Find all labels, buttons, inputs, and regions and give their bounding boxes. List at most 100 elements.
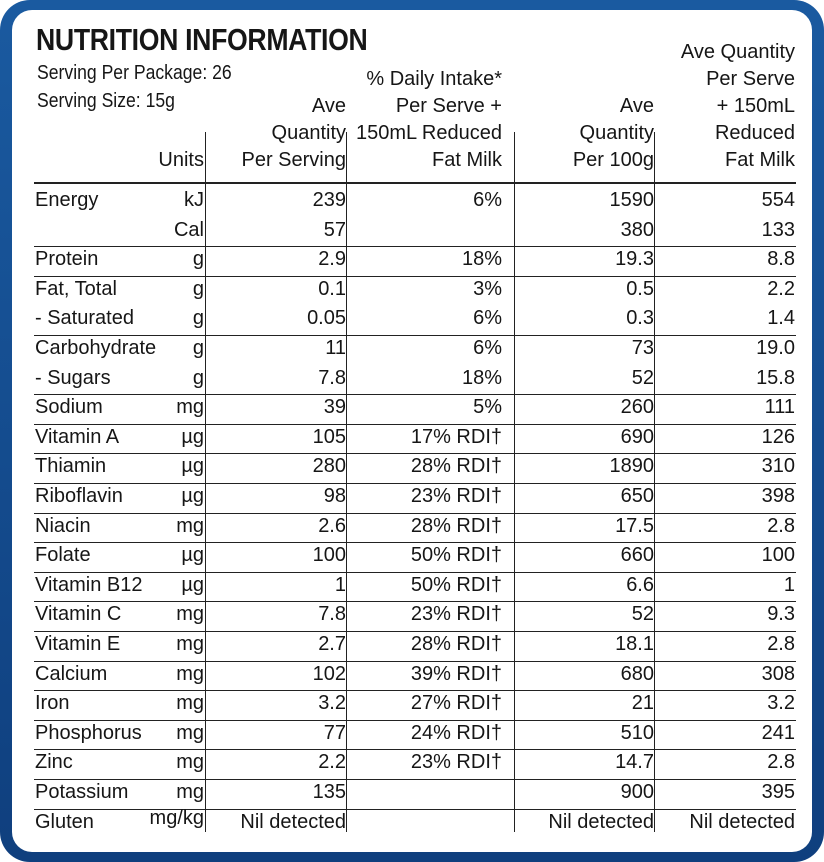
nutrient-unit: mg — [176, 603, 204, 626]
value-per-serving: 2.2 — [318, 751, 346, 774]
value-per-serving: 2.7 — [318, 633, 346, 655]
value-per-100g: 19.3 — [615, 248, 654, 271]
value-daily-intake: 39% RDI† — [410, 662, 502, 685]
nutrient-name: Gluten — [35, 810, 94, 833]
value-per-100g: 900 — [620, 781, 654, 803]
value-per-100g: 6.6 — [626, 573, 654, 596]
value-per-100g: 1590 — [609, 189, 655, 211]
column-divider — [346, 132, 347, 832]
value-with-milk: 15.8 — [756, 366, 795, 389]
nutrient-name: Carbohydrate — [35, 337, 157, 359]
nutrient-name: Niacin — [35, 514, 91, 537]
value-per-serving: 105 — [312, 425, 346, 448]
value-with-milk: 100 — [761, 544, 795, 567]
value-per-serving: 2.9 — [318, 248, 346, 271]
row-rule — [34, 542, 796, 544]
value-with-milk: 2.8 — [767, 751, 795, 774]
header-units: Units — [158, 149, 204, 171]
label-panel: NUTRITION INFORMATION Serving Per Packag… — [12, 10, 812, 852]
row-rule — [34, 808, 796, 810]
value-with-milk: 8.8 — [767, 248, 795, 271]
value-with-milk: 398 — [761, 485, 795, 507]
value-with-milk: 308 — [761, 662, 795, 685]
nutrient-unit: mg — [176, 514, 204, 537]
value-per-100g: 260 — [620, 396, 654, 419]
nutrient-unit: g — [192, 366, 204, 389]
value-with-milk: 1 — [783, 573, 795, 596]
nutrient-name: Sodium — [35, 396, 103, 419]
nutrient-unit: kJ — [184, 189, 204, 211]
row-rule — [34, 335, 796, 336]
value-per-100g: 690 — [620, 425, 654, 448]
nutrient-unit: mg — [176, 781, 204, 803]
value-per-serving: 77 — [323, 721, 346, 744]
value-with-milk: 554 — [761, 189, 795, 211]
value-per-100g: 680 — [620, 662, 654, 685]
serving-size: Serving Size: 15g — [37, 90, 175, 112]
value-daily-intake: 3% — [473, 277, 502, 300]
value-per-serving: 135 — [312, 781, 346, 803]
column-divider — [205, 132, 206, 832]
nutrient-unit: mg — [176, 692, 204, 715]
nutrient-name: Thiamin — [35, 455, 107, 478]
row-rule — [34, 275, 796, 277]
value-per-serving: 7.8 — [318, 603, 346, 626]
value-per-100g: 52 — [631, 603, 654, 626]
nutrient-name: Folate — [35, 544, 91, 567]
value-daily-intake: 5% — [473, 396, 502, 419]
value-per-serving: 100 — [312, 544, 346, 567]
nutrient-unit: µg — [181, 425, 204, 448]
nutrient-name: - Sugars — [35, 366, 111, 389]
value-per-serving: 239 — [312, 189, 346, 211]
nutrient-unit: g — [192, 277, 204, 300]
value-with-milk: 111 — [764, 396, 795, 419]
row-rule — [34, 453, 796, 455]
value-daily-intake: 23% RDI† — [410, 603, 502, 626]
nutrient-unit: mg — [176, 396, 204, 419]
value-daily-intake: 6% — [473, 337, 502, 359]
header-rule — [34, 182, 796, 184]
value-per-serving: 98 — [323, 485, 346, 507]
value-daily-intake: 28% RDI† — [410, 514, 502, 537]
value-with-milk: 310 — [761, 455, 795, 478]
value-daily-intake: 23% RDI† — [410, 485, 502, 507]
nutrient-name: Phosphorus — [35, 721, 142, 744]
value-with-milk: Nil detected — [689, 810, 795, 833]
column-divider — [654, 132, 655, 832]
value-daily-intake: 6% — [473, 307, 502, 330]
value-daily-intake: 18% — [461, 248, 502, 271]
value-with-milk: 2.8 — [767, 514, 795, 537]
value-daily-intake: 24% RDI† — [410, 721, 502, 744]
nutrient-name: Vitamin E — [35, 633, 121, 655]
column-divider — [514, 132, 515, 832]
header-per-100g: Ave Quantity Per 100g — [572, 95, 654, 171]
nutrient-name: Potassium — [35, 781, 129, 803]
row-rule — [34, 571, 796, 573]
row-rule — [34, 749, 796, 751]
row-rule — [34, 601, 796, 603]
header-per-serving: Ave Quantity Per Serving — [241, 95, 347, 171]
row-rule — [34, 660, 796, 662]
value-per-serving: 0.1 — [318, 277, 346, 300]
nutrient-name: Vitamin B12 — [35, 573, 143, 596]
value-per-100g: Nil detected — [548, 810, 654, 833]
value-with-milk: 126 — [761, 425, 795, 448]
value-per-100g: 17.5 — [615, 514, 654, 537]
value-per-100g: 0.5 — [626, 277, 654, 300]
row-rule — [34, 394, 796, 396]
nutrient-name: - Saturated — [35, 307, 134, 330]
row-rule — [34, 690, 796, 692]
value-with-milk: 1.4 — [767, 307, 795, 330]
nutrient-unit: mg/kg — [149, 806, 204, 829]
value-per-serving: 11 — [325, 337, 346, 359]
header-with-milk: Ave Quantity Per Serve + 150mL Reduced F… — [680, 41, 795, 171]
value-per-100g: 14.7 — [615, 751, 654, 774]
nutrient-name: Vitamin A — [35, 425, 120, 448]
value-per-100g: 1890 — [609, 455, 655, 478]
value-with-milk: 19.0 — [756, 337, 795, 359]
row-rule — [34, 423, 796, 425]
nutrient-name: Energy — [35, 189, 99, 211]
label-title: NUTRITION INFORMATION — [36, 22, 368, 57]
nutrient-name: Riboflavin — [35, 485, 123, 507]
row-rule — [34, 631, 796, 632]
